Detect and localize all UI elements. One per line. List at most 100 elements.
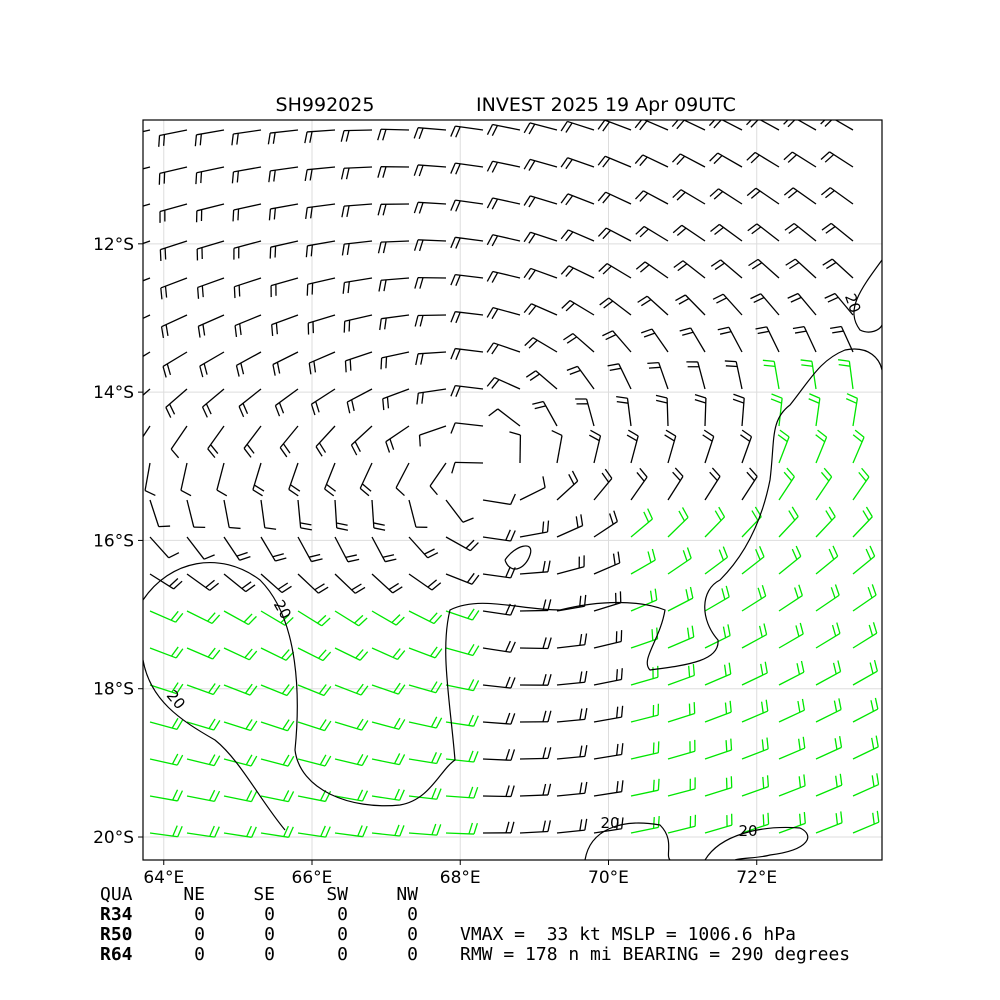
wind-barb — [630, 548, 656, 575]
wind-barb — [704, 813, 733, 834]
barb-feather — [746, 120, 753, 126]
barb-feather — [786, 467, 795, 478]
barb-feather — [465, 539, 475, 549]
barb-feather — [798, 584, 803, 596]
wind-barb — [556, 633, 588, 649]
barb-feather — [838, 364, 851, 367]
barb-feather — [828, 548, 835, 560]
barb-feather — [528, 233, 536, 244]
barb-feather — [875, 735, 879, 747]
barb-feather — [858, 471, 867, 482]
barb-feather — [357, 825, 363, 837]
barb-feather — [393, 682, 401, 693]
barb-feather — [237, 208, 240, 221]
barb-feather — [268, 170, 271, 183]
barb-feather — [281, 585, 292, 594]
barb-feather — [236, 170, 240, 183]
wind-barb — [223, 754, 258, 767]
barb-feather — [473, 786, 479, 799]
barb-feather — [342, 282, 346, 294]
wind-barb — [686, 361, 706, 390]
wind-barb — [778, 774, 806, 797]
barb-feather — [467, 679, 475, 690]
wind-barb — [560, 120, 595, 133]
y-tick-label: 18°S — [93, 680, 134, 700]
wind-barb — [822, 258, 854, 279]
barb-feather — [345, 167, 350, 180]
barb-feather — [277, 582, 289, 590]
barb-feather — [505, 640, 511, 652]
barb-feather — [871, 737, 875, 750]
wind-barb — [223, 825, 257, 838]
barb-feather — [869, 662, 874, 674]
barb-feather — [823, 467, 833, 478]
barb-feather — [750, 190, 761, 199]
barb-feather — [620, 705, 624, 718]
barb-feather — [392, 648, 401, 658]
barb-feather — [609, 367, 622, 372]
wind-barb — [408, 823, 442, 836]
barb-feather — [505, 676, 511, 688]
barb-feather — [300, 527, 312, 531]
barb-feather — [431, 823, 437, 835]
wind-barb — [160, 277, 188, 300]
wind-barb — [702, 429, 715, 464]
barb-feather — [714, 510, 722, 521]
wind-barb — [778, 545, 802, 575]
y-tick-label: 14°S — [93, 383, 134, 403]
barb-feather — [750, 154, 760, 164]
barb-feather — [322, 651, 332, 661]
barb-feather — [636, 471, 645, 482]
barb-feather — [651, 548, 656, 561]
barb-feather — [318, 442, 327, 453]
wind-barb — [186, 536, 215, 560]
barb-feather — [488, 408, 499, 417]
barb-feather — [825, 190, 835, 199]
barb-feather — [272, 553, 284, 558]
wind-barb — [269, 240, 299, 259]
barb-staff — [186, 499, 195, 528]
wind-barb — [560, 229, 595, 242]
barb-feather — [771, 393, 783, 399]
barb-feather — [175, 612, 184, 623]
barb-feather — [351, 399, 355, 412]
barb-feather — [649, 590, 653, 603]
barb-feather — [714, 262, 725, 271]
wind-barb — [223, 536, 251, 561]
wind-barb — [634, 154, 669, 168]
barb-feather — [799, 622, 804, 635]
wind-barb — [279, 425, 299, 458]
barb-feather — [637, 295, 648, 303]
wind-barb — [482, 785, 515, 798]
barb-feather — [486, 377, 495, 387]
barb-staff — [149, 536, 170, 559]
wind-barb — [777, 429, 790, 464]
barb-feather — [164, 248, 167, 260]
barb-feather — [791, 506, 799, 517]
wind-barb — [482, 712, 516, 725]
barb-feather — [708, 120, 716, 127]
barb-feather — [709, 152, 719, 162]
wind-barb — [673, 260, 706, 279]
barb-feather — [617, 551, 621, 564]
barb-feather — [491, 161, 499, 173]
barb-feather — [472, 680, 480, 691]
wind-barb — [165, 388, 188, 418]
barb-feather — [287, 720, 295, 732]
barb-feather — [795, 625, 800, 637]
wind-barb — [732, 393, 745, 427]
wind-barb — [450, 199, 484, 212]
wind-barb — [667, 547, 692, 575]
barb-feather — [602, 193, 611, 204]
wind-barb — [377, 203, 410, 216]
wind-barb — [235, 351, 262, 377]
barb-feather — [751, 262, 763, 270]
barb-feather — [242, 403, 249, 415]
wind-barb — [305, 203, 336, 220]
table-cell: 0 — [264, 924, 275, 945]
wind-barb — [523, 231, 558, 244]
barb-feather — [326, 483, 336, 492]
barb-feather — [523, 195, 531, 206]
barb-feather — [245, 754, 253, 766]
barb-feather — [835, 775, 838, 788]
